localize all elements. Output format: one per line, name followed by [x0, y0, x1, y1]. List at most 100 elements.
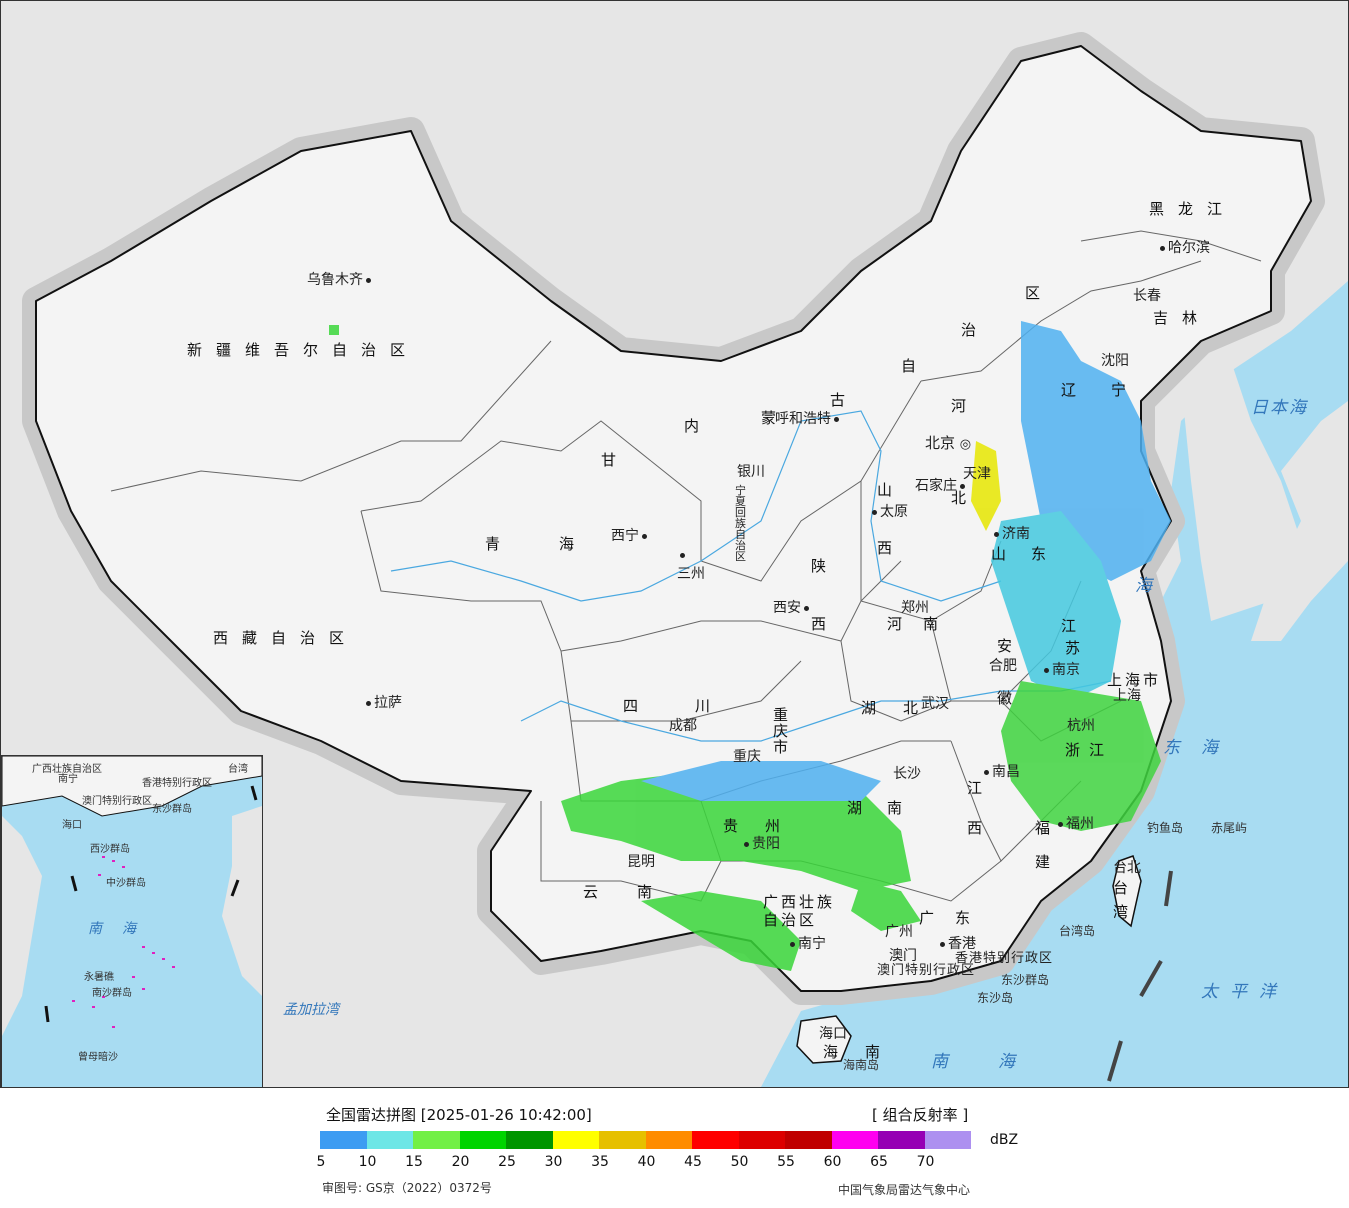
region-qinghai-2: 海	[559, 535, 578, 553]
region-jiangxi-2: 西	[967, 819, 986, 837]
region-qinghai-1: 青	[485, 535, 504, 553]
island-hainan: 海南岛	[843, 1058, 880, 1072]
color-swatch	[552, 1131, 599, 1149]
region-yunnan-2: 南	[637, 883, 656, 901]
inset-label-guangxi: 广西壮族自治区	[32, 764, 102, 775]
inset-label-south-sea: 南海	[88, 921, 156, 937]
region-xinjiang: 新疆维吾尔自治区	[187, 341, 420, 359]
city-dot	[790, 941, 795, 947]
city-dot	[1044, 667, 1049, 673]
echo-xinjiang	[329, 325, 339, 335]
region-taiwan-2: 湾	[1113, 903, 1132, 921]
city-xian: 西安	[773, 597, 812, 617]
city-beijing: 北京 ◎	[925, 434, 972, 452]
city-nanning: 南宁	[787, 933, 826, 953]
color-swatch	[506, 1131, 553, 1149]
region-sichuan-1: 四	[623, 697, 642, 715]
taiwan-island	[1112, 855, 1142, 928]
map-canvas	[1, 1, 1348, 1087]
region-henan-1: 河	[887, 615, 906, 633]
region-liaoning-1: 辽	[1061, 381, 1080, 399]
inset-label-hk: 香港特别行政区	[142, 778, 212, 789]
region-hk: 香港特别行政区	[955, 951, 1054, 966]
city-shijiazhuang: 石家庄	[915, 475, 968, 495]
city-urumqi: 乌鲁木齐	[307, 269, 374, 289]
island-dongsha: 东沙岛	[977, 991, 1014, 1005]
region-xizang: 西藏自治区	[213, 629, 359, 647]
city-dot	[1058, 821, 1063, 827]
city-xining: 西宁	[611, 525, 650, 545]
inset-reefs	[72, 856, 175, 1028]
region-hunan-2: 南	[887, 799, 906, 817]
legend-tick: 55	[777, 1154, 795, 1170]
legend-tick: 25	[498, 1154, 516, 1170]
color-swatch	[645, 1131, 692, 1149]
city-guiyang: 贵阳	[741, 833, 780, 853]
region-neimeng-2: 蒙	[761, 409, 780, 427]
inset-label-nanning: 南宁	[58, 774, 78, 785]
sea-east-1: 东	[1163, 738, 1192, 758]
color-swatch	[459, 1131, 506, 1149]
region-henan-2: 南	[923, 615, 942, 633]
region-hunan-1: 湖	[847, 799, 866, 817]
color-swatch	[878, 1131, 925, 1149]
sea-japan: 日本海	[1251, 398, 1308, 418]
city-wuhan: 武汉	[921, 696, 949, 712]
city-dot	[366, 277, 371, 283]
region-guangdong-2: 东	[955, 909, 974, 927]
legend-tick: 45	[684, 1154, 702, 1170]
inset-land-east	[222, 806, 262, 996]
region-macao: 澳门特别行政区	[877, 963, 976, 978]
inset-label-haikou: 海口	[62, 820, 82, 831]
city-dot	[984, 769, 989, 775]
color-swatch	[320, 1131, 367, 1149]
city-shenyang: 沈阳	[1101, 353, 1129, 369]
region-neimeng-3: 古	[830, 391, 849, 409]
city-nanjing: 南京	[1041, 659, 1080, 679]
region-hainan-2: 南	[865, 1043, 884, 1061]
city-jinan: 济南	[991, 523, 1030, 543]
echo-jiangnan	[1001, 681, 1161, 831]
legend-tick: 35	[591, 1154, 609, 1170]
city-taipei: 台北	[1113, 860, 1141, 876]
inset-canvas	[2, 756, 262, 1036]
region-jiangsu-1: 江	[1061, 617, 1080, 635]
region-guangxi-2: 自治区	[763, 911, 818, 929]
region-shaanxi-1: 陕	[811, 557, 830, 575]
inset-label-macao: 澳门特别行政区	[82, 796, 152, 807]
legend-product: [ 组合反射率 ]	[872, 1106, 969, 1124]
region-fujian-1: 福	[1035, 819, 1054, 837]
city-dot	[994, 531, 999, 537]
china-land	[35, 45, 1312, 992]
city-dot	[642, 533, 647, 539]
legend-tick: 50	[730, 1154, 749, 1170]
region-guizhou-1: 贵	[723, 817, 742, 835]
color-scale	[320, 1131, 971, 1149]
radar-map: 新疆维吾尔自治区 西藏自治区 青 海 甘 内 蒙 古 自 治 区 黑龙江 吉林 …	[0, 0, 1349, 1088]
city-hohhot: 呼和浩特	[775, 408, 842, 428]
region-hebei-1: 河	[951, 397, 970, 415]
island-dongsha-group: 东沙群岛	[1001, 973, 1050, 987]
city-fuzhou: 福州	[1055, 813, 1094, 833]
city-hongkong: 香港	[937, 933, 976, 953]
city-dot	[1160, 245, 1165, 251]
region-heilongjiang: 黑龙江	[1149, 200, 1237, 218]
region-shandong-1: 山	[991, 545, 1010, 563]
region-shanghai: 上海市	[1107, 671, 1162, 689]
radar-echoes	[329, 321, 1171, 971]
city-dot	[940, 941, 945, 947]
legend-tick: 60	[823, 1154, 842, 1170]
echo-guangxi	[641, 891, 801, 971]
region-neimeng-4: 自	[901, 357, 920, 375]
sea-pacific: 太平洋	[1201, 982, 1288, 1002]
region-guangxi-1: 广西壮族	[763, 893, 836, 911]
sea-east-2: 海	[1201, 738, 1230, 758]
echo-north-china	[991, 511, 1121, 701]
city-shanghai: 上海	[1113, 688, 1141, 704]
inset-dash-marks	[44, 785, 258, 1023]
legend-tick: 20	[451, 1154, 470, 1170]
region-neimeng-6: 区	[1025, 284, 1044, 302]
city-hefei: 合肥	[989, 658, 1017, 674]
region-guizhou-2: 州	[765, 817, 784, 835]
inset-label-taiwan: 台湾	[228, 764, 248, 775]
